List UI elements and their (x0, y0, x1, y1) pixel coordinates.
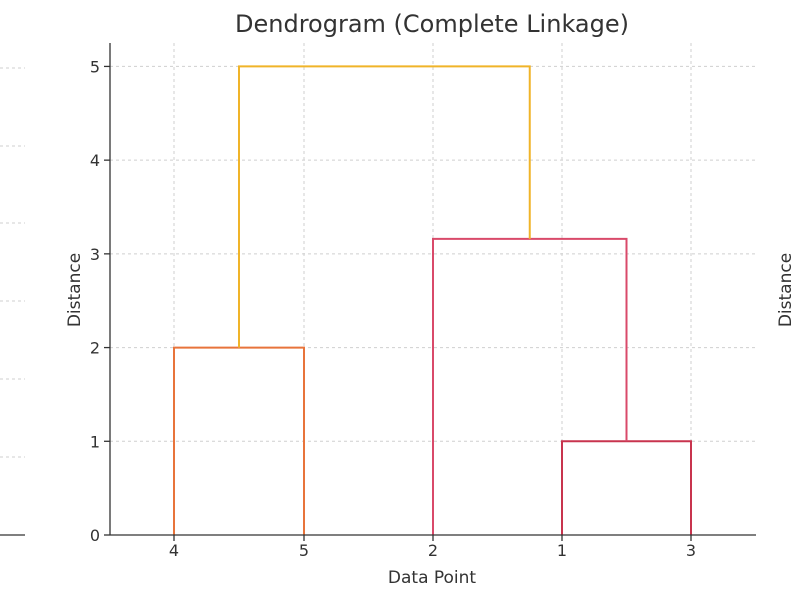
y-tick-label-0: 0 (90, 526, 100, 545)
merge-link-4 (238, 65, 531, 348)
ticks: 0 1 2 3 4 5 4 5 2 1 3 (90, 57, 696, 560)
x-tick-label-3: 3 (686, 541, 696, 560)
x-axis-label: Data Point (388, 568, 477, 588)
x-tick-label-5: 5 (299, 541, 309, 560)
y-tick-label-2: 2 (90, 339, 100, 358)
y-tick-label-3: 3 (90, 245, 100, 264)
x-tick-label-2: 2 (428, 541, 438, 560)
dendrogram-links (173, 65, 692, 535)
y-axis-label: Distance (65, 253, 85, 327)
merge-link-1 (561, 440, 692, 535)
x-tick-label-1: 1 (557, 541, 567, 560)
x-tick-label-4: 4 (169, 541, 179, 560)
left-neighbor-panel (0, 67, 25, 536)
y-tick-label-5: 5 (90, 57, 100, 76)
y-tick-label-1: 1 (90, 432, 100, 451)
merge-link-3 (432, 237, 628, 535)
right-panel-y-axis-label: Distance (776, 253, 796, 327)
y-tick-label-4: 4 (90, 151, 100, 170)
chart-title: Dendrogram (Complete Linkage) (235, 10, 629, 38)
